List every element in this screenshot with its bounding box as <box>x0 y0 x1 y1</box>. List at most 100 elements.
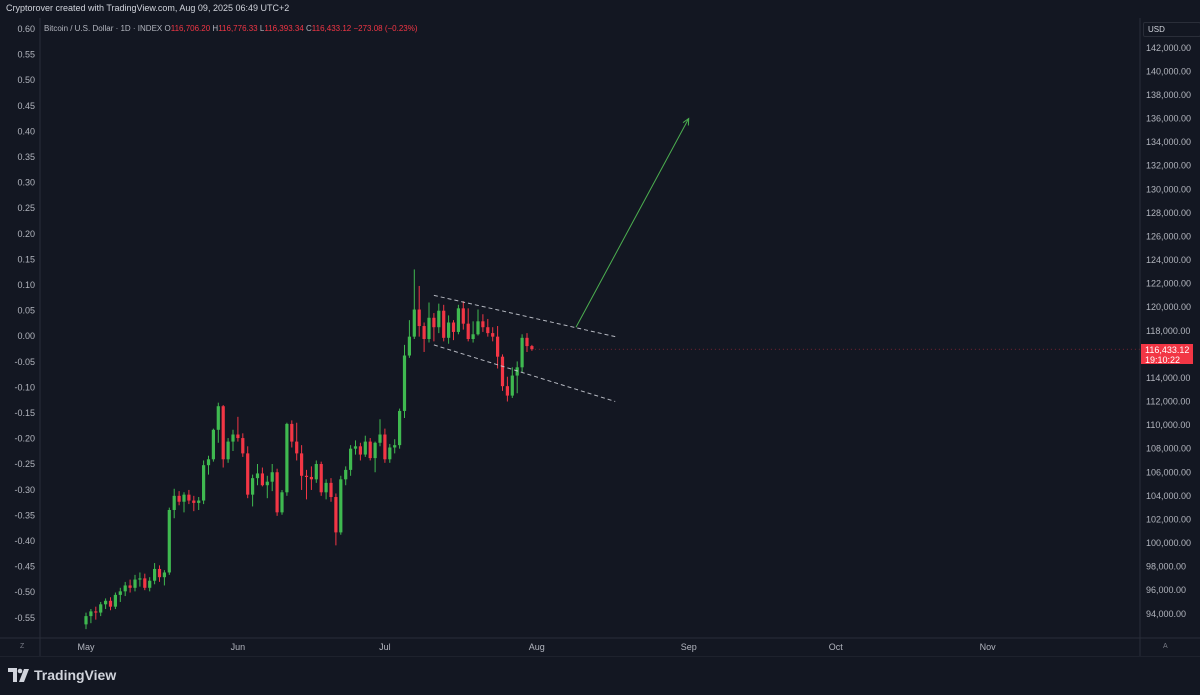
symbol-legend: Bitcoin / U.S. Dollar · 1D · INDEX O116,… <box>44 24 418 33</box>
high-label: H <box>212 24 219 33</box>
price-axis-tick: 126,000.00 <box>1146 231 1191 241</box>
candle-body <box>314 463 318 480</box>
candle-body <box>99 604 103 613</box>
left-axis-tick: 0.15 <box>17 254 35 264</box>
left-axis-tick: 0.60 <box>17 24 35 34</box>
price-axis-tick: 142,000.00 <box>1146 43 1191 53</box>
candle-body <box>226 441 230 460</box>
price-axis-tick: 108,000.00 <box>1146 444 1191 454</box>
candle-body <box>182 494 186 502</box>
left-axis-tick: -0.55 <box>14 613 35 623</box>
left-axis-tick: 0.45 <box>17 101 35 111</box>
left-axis-tick: 0.25 <box>17 203 35 213</box>
channel-trendline <box>433 294 616 338</box>
candle-body <box>285 423 289 493</box>
candle-body <box>368 441 372 459</box>
candle-body <box>496 336 500 357</box>
time-axis-label: Nov <box>980 642 997 652</box>
candle-body <box>255 473 260 479</box>
candle-body <box>197 500 201 503</box>
low-value: 116,393.34 <box>264 24 304 33</box>
candle-body <box>251 478 255 495</box>
candle-body <box>280 492 284 513</box>
candle-body <box>451 322 456 332</box>
close-value: 116,433.12 <box>311 24 352 33</box>
channel-trendline <box>433 344 616 402</box>
time-axis-label: May <box>77 642 95 652</box>
candle-body <box>319 463 323 493</box>
price-axis-tick: 122,000.00 <box>1146 279 1191 289</box>
candle-body <box>402 355 407 411</box>
candle-body <box>442 310 446 338</box>
left-axis-tick: -0.10 <box>14 382 35 392</box>
candle-body <box>113 594 117 607</box>
left-axis-tick: 0.55 <box>17 50 35 60</box>
chart-credit: Cryptorover created with TradingView.com… <box>6 3 290 13</box>
projection-arrow-head <box>682 117 690 126</box>
candle-body <box>427 317 431 340</box>
top-bar: Cryptorover created with TradingView.com… <box>0 0 1200 16</box>
candle-body <box>138 578 142 580</box>
open-label: O <box>164 24 171 33</box>
left-axis-settings-button[interactable]: Z <box>20 643 25 650</box>
candle-body <box>177 495 181 502</box>
candle-body <box>358 446 362 455</box>
candle-body <box>373 442 377 459</box>
candle-body <box>187 494 191 501</box>
candle-body <box>466 323 470 340</box>
price-axis-tick: 132,000.00 <box>1146 161 1191 171</box>
price-axis-tick: 114,000.00 <box>1146 373 1190 383</box>
tradingview-logo[interactable]: TradingView <box>8 667 116 683</box>
left-axis-tick: -0.35 <box>14 510 35 520</box>
price-axis-tick: 106,000.00 <box>1146 467 1191 477</box>
candle-body <box>104 600 108 605</box>
left-axis-tick: -0.40 <box>14 536 35 546</box>
auto-scale-button[interactable]: A <box>1163 643 1168 650</box>
candle-body <box>417 309 421 327</box>
last-price-value: 116,433.12 <box>1145 345 1190 355</box>
candle-body <box>241 438 245 454</box>
high-value: 116,776.33 <box>218 24 258 33</box>
candle-body <box>94 611 98 613</box>
currency-selector[interactable]: USD <box>1143 22 1200 37</box>
left-axis-tick: 0.35 <box>17 152 35 162</box>
time-axis-label: Oct <box>829 642 844 652</box>
candle-body <box>520 337 524 368</box>
plot-area[interactable] <box>40 18 1140 638</box>
price-axis-tick: 98,000.00 <box>1146 562 1186 572</box>
candle-body <box>300 453 304 476</box>
symbol-title: Bitcoin / U.S. Dollar · 1D · INDEX <box>44 24 163 33</box>
last-price-tag: 116,433.12 19:10:22 <box>1141 344 1193 365</box>
candle-body <box>304 475 309 477</box>
time-axis-label: Aug <box>529 642 545 652</box>
candle-body <box>202 465 206 501</box>
candle-body <box>84 616 88 625</box>
candle-body <box>133 579 137 588</box>
candle-body <box>128 585 132 588</box>
candle-body <box>456 308 460 332</box>
left-axis-tick: 0.05 <box>17 306 35 316</box>
candle-body <box>437 310 441 328</box>
candle-body <box>172 495 176 510</box>
candle-body <box>398 410 402 446</box>
time-axis-label: Sep <box>681 642 697 652</box>
candle-body <box>505 386 509 396</box>
left-axis-tick: -0.15 <box>14 408 35 418</box>
candle-body <box>515 367 519 376</box>
price-axis-tick: 100,000.00 <box>1146 538 1191 548</box>
footer: TradingView <box>0 656 1200 695</box>
candle-body <box>393 445 397 448</box>
candle-body <box>510 375 514 396</box>
price-axis-tick: 140,000.00 <box>1146 66 1191 76</box>
price-axis-tick: 96,000.00 <box>1146 585 1186 595</box>
candle-body <box>344 469 348 480</box>
candle-body <box>461 308 465 324</box>
candle-body <box>500 356 505 387</box>
price-axis-tick: 118,000.00 <box>1146 326 1190 336</box>
candle-body <box>236 434 240 439</box>
candle-body <box>349 448 353 470</box>
candle-body <box>157 568 162 578</box>
price-axis-tick: 138,000.00 <box>1146 90 1191 100</box>
open-value: 116,706.20 <box>170 24 211 33</box>
